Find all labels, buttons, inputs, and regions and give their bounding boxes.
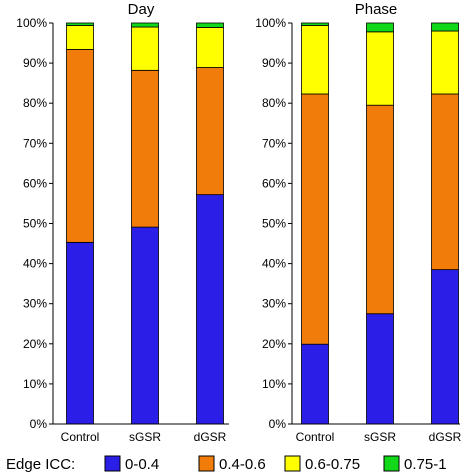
legend-swatch-3: [383, 455, 400, 472]
y-tick-label: 80%: [23, 96, 47, 110]
chart-title: Day: [128, 1, 155, 18]
bar-segment-sGSR-0.75-1: [131, 22, 159, 28]
legend-title: Edge ICC:: [6, 456, 75, 473]
legend-label-1: 0.4-0.6: [219, 456, 266, 473]
bar-segment-dGSR-0.4-0.6: [431, 93, 459, 271]
legend-label-2: 0.6-0.75: [305, 456, 360, 473]
y-tick-label: 10%: [262, 377, 286, 391]
x-tick-label: dGSR: [194, 430, 227, 444]
y-tick-label: 100%: [255, 16, 286, 30]
y-tick-label: 90%: [23, 56, 47, 70]
y-tick-label: 50%: [23, 217, 47, 231]
legend-label-0: 0-0.4: [125, 456, 159, 473]
x-tick-label: dGSR: [429, 430, 462, 444]
legend-swatch-2: [284, 455, 301, 472]
bar-segment-dGSR-0-0.4: [431, 269, 459, 425]
x-tick-label: Control: [61, 430, 100, 444]
bar-segment-sGSR-0.6-0.75: [366, 31, 394, 106]
y-tick-label: 80%: [262, 96, 286, 110]
y-tick-label: 30%: [23, 297, 47, 311]
y-tick-label: 0%: [30, 417, 48, 431]
bar-segment-Control-0.75-1: [66, 22, 94, 26]
bar-segment-sGSR-0-0.4: [366, 313, 394, 425]
legend-swatch-1: [198, 455, 215, 472]
x-tick-label: sGSR: [364, 430, 396, 444]
y-tick-label: 10%: [23, 377, 47, 391]
bar-segment-Control-0-0.4: [66, 241, 94, 425]
legend-swatch-0: [104, 455, 121, 472]
y-tick-label: 30%: [262, 297, 286, 311]
y-tick-label: 90%: [262, 56, 286, 70]
y-tick-label: 50%: [262, 217, 286, 231]
chart-panel-0: Day 0% 10% 20% 30% 40% 50% 60% 70% 80% 90% 100% Cont…: [16, 1, 229, 444]
bar-segment-dGSR-0.6-0.75: [196, 27, 224, 68]
bar-segment-Control-0.6-0.75: [66, 25, 94, 50]
x-tick-label: Control: [296, 430, 335, 444]
bar-segment-dGSR-0.4-0.6: [196, 67, 224, 196]
y-tick-label: 100%: [16, 16, 47, 30]
bar-segment-dGSR-0.6-0.75: [431, 30, 459, 95]
chart-panel-1: Phase 0% 10% 20% 30% 40% 50% 60% 70% 80% 90% 100% Co…: [255, 1, 461, 444]
bar-segment-Control-0.6-0.75: [301, 25, 329, 95]
bar-segment-Control-0.4-0.6: [301, 93, 329, 345]
y-tick-label: 60%: [23, 176, 47, 190]
bar-segment-sGSR-0-0.4: [131, 226, 159, 425]
y-tick-label: 70%: [262, 136, 286, 150]
y-tick-label: 0%: [269, 417, 287, 431]
bar-segment-Control-0-0.4: [301, 343, 329, 425]
y-tick-label: 20%: [23, 337, 47, 351]
bar-segment-sGSR-0.4-0.6: [131, 69, 159, 228]
bar-segment-Control-0.4-0.6: [66, 49, 94, 243]
legend-label-3: 0.75-1: [404, 456, 447, 473]
y-tick-label: 70%: [23, 136, 47, 150]
bar-segment-sGSR-0.75-1: [366, 22, 394, 33]
x-tick-label: sGSR: [129, 430, 161, 444]
bar-segment-dGSR-0.75-1: [196, 22, 224, 28]
bar-segment-sGSR-0.6-0.75: [131, 26, 159, 71]
y-tick-label: 40%: [23, 257, 47, 271]
bar-segment-dGSR-0.75-1: [431, 22, 459, 32]
bar-segment-sGSR-0.4-0.6: [366, 104, 394, 315]
chart-panels: Day 0% 10% 20% 30% 40% 50% 60% 70% 80% 90% 100% Cont…: [16, 1, 461, 444]
bar-segment-Control-0.75-1: [301, 22, 329, 26]
y-tick-label: 20%: [262, 337, 286, 351]
legend: Edge ICC: 0-0.4 0.4-0.6 0.6-0.75 0.75-1: [6, 455, 447, 473]
y-tick-label: 60%: [262, 176, 286, 190]
chart-title: Phase: [355, 1, 398, 18]
y-tick-label: 40%: [262, 257, 286, 271]
bar-segment-dGSR-0-0.4: [196, 194, 224, 425]
